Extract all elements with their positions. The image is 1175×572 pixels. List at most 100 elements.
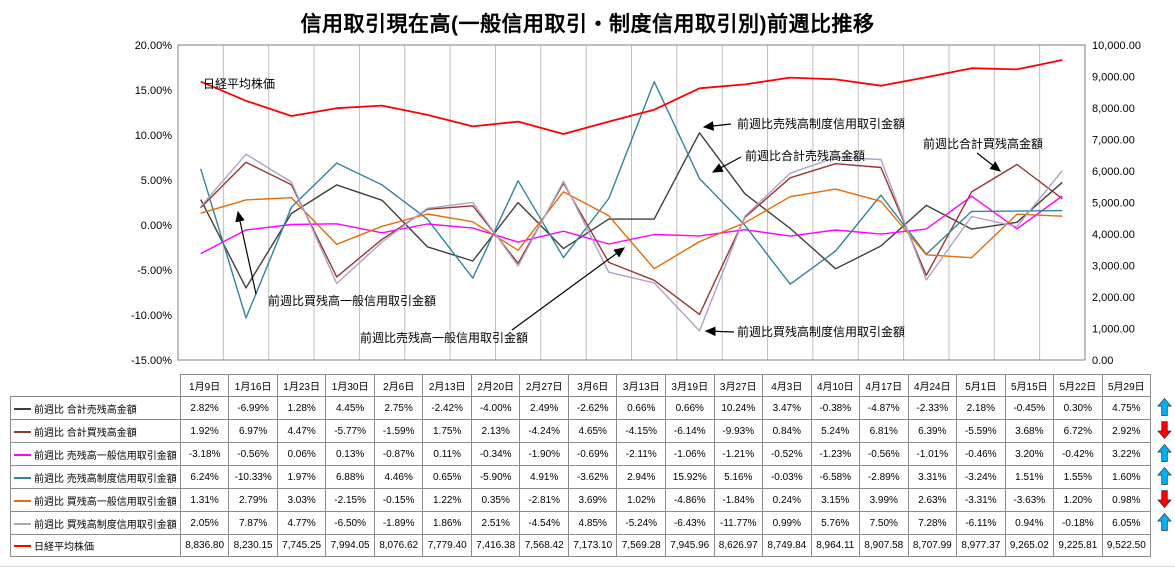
date-header-cell[interactable]: 1月30日 <box>325 374 375 397</box>
value-cell[interactable]: -5.77% <box>325 419 375 443</box>
value-cell[interactable]: 0.94% <box>1004 511 1055 535</box>
value-cell[interactable]: 8,230.15 <box>228 534 278 557</box>
value-cell[interactable]: 7,568.42 <box>519 534 569 557</box>
series-label-cell[interactable]: 前週比 合計買残高金額 <box>10 419 181 443</box>
value-cell[interactable]: -11.77% <box>713 511 764 535</box>
value-cell[interactable]: 9,522.50 <box>1101 534 1152 557</box>
value-cell[interactable]: 0.13% <box>325 442 375 466</box>
date-header-cell[interactable]: 5月22日 <box>1053 374 1103 397</box>
value-cell[interactable]: 3.15% <box>810 488 861 512</box>
value-cell[interactable]: -6.11% <box>956 511 1006 535</box>
value-cell[interactable]: -4.15% <box>616 419 666 443</box>
date-header-cell[interactable]: 5月1日 <box>956 374 1006 397</box>
value-cell[interactable]: -5.24% <box>616 511 666 535</box>
value-cell[interactable]: -3.62% <box>567 465 618 489</box>
value-cell[interactable]: 3.20% <box>1004 442 1055 466</box>
value-cell[interactable]: -0.18% <box>1053 511 1103 535</box>
value-cell[interactable]: -0.52% <box>762 442 812 466</box>
value-cell[interactable]: -3.63% <box>1004 488 1055 512</box>
value-cell[interactable]: -3.18% <box>179 442 230 466</box>
date-header-cell[interactable]: 3月6日 <box>567 374 618 397</box>
series-label-cell[interactable]: 前週比 合計売残高金額 <box>10 396 181 420</box>
date-header-cell[interactable]: 2月13日 <box>422 374 472 397</box>
value-cell[interactable]: -1.01% <box>907 442 958 466</box>
value-cell[interactable]: 1.02% <box>616 488 666 512</box>
value-cell[interactable]: -5.90% <box>470 465 521 489</box>
value-cell[interactable]: 3.99% <box>859 488 909 512</box>
date-header-cell[interactable]: 5月29日 <box>1101 374 1152 397</box>
date-header-cell[interactable]: 1月16日 <box>228 374 278 397</box>
value-cell[interactable]: 0.99% <box>762 511 812 535</box>
value-cell[interactable]: 0.11% <box>422 442 472 466</box>
value-cell[interactable]: 2.82% <box>179 396 230 420</box>
value-cell[interactable]: -0.56% <box>859 442 909 466</box>
value-cell[interactable]: -0.87% <box>373 442 424 466</box>
value-cell[interactable]: 2.63% <box>907 488 958 512</box>
value-cell[interactable]: 8,977.37 <box>956 534 1006 557</box>
value-cell[interactable]: 6.88% <box>325 465 375 489</box>
value-cell[interactable]: 3.47% <box>762 396 812 420</box>
value-cell[interactable]: -4.87% <box>859 396 909 420</box>
date-header-cell[interactable]: 4月10日 <box>810 374 861 397</box>
value-cell[interactable]: 1.28% <box>276 396 327 420</box>
value-cell[interactable]: 7,945.96 <box>665 534 715 557</box>
value-cell[interactable]: -1.90% <box>519 442 569 466</box>
value-cell[interactable]: 6.39% <box>907 419 958 443</box>
value-cell[interactable]: 2.92% <box>1101 419 1152 443</box>
series-label-cell[interactable]: 前週比 買残高制度信用取引金額 <box>10 511 181 535</box>
value-cell[interactable]: 5.24% <box>810 419 861 443</box>
value-cell[interactable]: 1.20% <box>1053 488 1103 512</box>
value-cell[interactable]: 4.47% <box>276 419 327 443</box>
value-cell[interactable]: 1.31% <box>179 488 230 512</box>
value-cell[interactable]: 9,265.02 <box>1004 534 1055 557</box>
value-cell[interactable]: 4.65% <box>567 419 618 443</box>
value-cell[interactable]: -5.59% <box>956 419 1006 443</box>
value-cell[interactable]: 4.77% <box>276 511 327 535</box>
value-cell[interactable]: -4.86% <box>665 488 715 512</box>
value-cell[interactable]: -4.54% <box>519 511 569 535</box>
value-cell[interactable]: 0.98% <box>1101 488 1152 512</box>
value-cell[interactable]: 0.24% <box>762 488 812 512</box>
value-cell[interactable]: 7,994.05 <box>325 534 375 557</box>
date-header-cell[interactable]: 3月13日 <box>616 374 666 397</box>
value-cell[interactable]: 0.30% <box>1053 396 1103 420</box>
value-cell[interactable]: 1.22% <box>422 488 472 512</box>
value-cell[interactable]: 6.24% <box>179 465 230 489</box>
value-cell[interactable]: 9,225.81 <box>1053 534 1103 557</box>
value-cell[interactable]: 4.45% <box>325 396 375 420</box>
value-cell[interactable]: -6.43% <box>665 511 715 535</box>
value-cell[interactable]: -4.24% <box>519 419 569 443</box>
value-cell[interactable]: -0.15% <box>373 488 424 512</box>
value-cell[interactable]: 6.05% <box>1101 511 1152 535</box>
value-cell[interactable]: -6.58% <box>810 465 861 489</box>
value-cell[interactable]: 8,076.62 <box>373 534 424 557</box>
value-cell[interactable]: -2.62% <box>567 396 618 420</box>
value-cell[interactable]: -0.56% <box>228 442 278 466</box>
value-cell[interactable]: 6.97% <box>228 419 278 443</box>
date-header-cell[interactable]: 3月19日 <box>665 374 715 397</box>
value-cell[interactable]: -9.93% <box>713 419 764 443</box>
value-cell[interactable]: -0.38% <box>810 396 861 420</box>
value-cell[interactable]: -1.84% <box>713 488 764 512</box>
value-cell[interactable]: 7,779.40 <box>422 534 472 557</box>
value-cell[interactable]: -3.24% <box>956 465 1006 489</box>
value-cell[interactable]: 7,173.10 <box>567 534 618 557</box>
value-cell[interactable]: 15.92% <box>665 465 715 489</box>
value-cell[interactable]: -1.21% <box>713 442 764 466</box>
series-label-cell[interactable]: 前週比 売残高制度信用取引金額 <box>10 465 181 489</box>
value-cell[interactable]: -2.81% <box>519 488 569 512</box>
value-cell[interactable]: 10.24% <box>713 396 764 420</box>
value-cell[interactable]: 7,569.28 <box>616 534 666 557</box>
value-cell[interactable]: 0.35% <box>470 488 521 512</box>
value-cell[interactable]: 7.50% <box>859 511 909 535</box>
value-cell[interactable]: -1.23% <box>810 442 861 466</box>
value-cell[interactable]: 6.81% <box>859 419 909 443</box>
value-cell[interactable]: 2.94% <box>616 465 666 489</box>
value-cell[interactable]: 2.18% <box>956 396 1006 420</box>
value-cell[interactable]: -0.03% <box>762 465 812 489</box>
value-cell[interactable]: -2.42% <box>422 396 472 420</box>
value-cell[interactable]: -10.33% <box>228 465 278 489</box>
value-cell[interactable]: -2.33% <box>907 396 958 420</box>
value-cell[interactable]: -0.46% <box>956 442 1006 466</box>
value-cell[interactable]: -2.89% <box>859 465 909 489</box>
